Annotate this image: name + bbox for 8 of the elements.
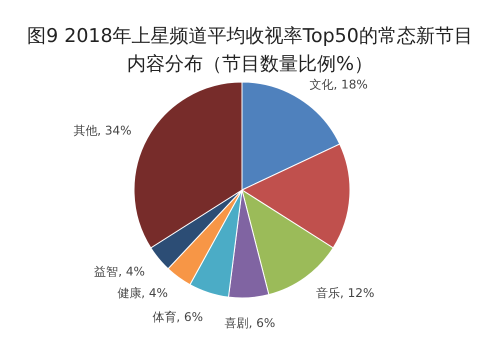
slice-label: 体育, 6%	[152, 310, 204, 324]
slice-label: 其他, 34%	[73, 123, 132, 138]
slice-label: 音乐, 12%	[316, 286, 374, 300]
slice-label: 喜剧, 6%	[224, 316, 276, 330]
slice-label: 益智, 4%	[94, 264, 145, 278]
chart-title: 图9 2018年上星频道平均收视率Top50的常态新节目内容分布（节目数量比例%）	[27, 25, 473, 75]
slice-label: 健康, 4%	[117, 286, 168, 300]
slice-label: 文化, 18%	[310, 78, 368, 92]
